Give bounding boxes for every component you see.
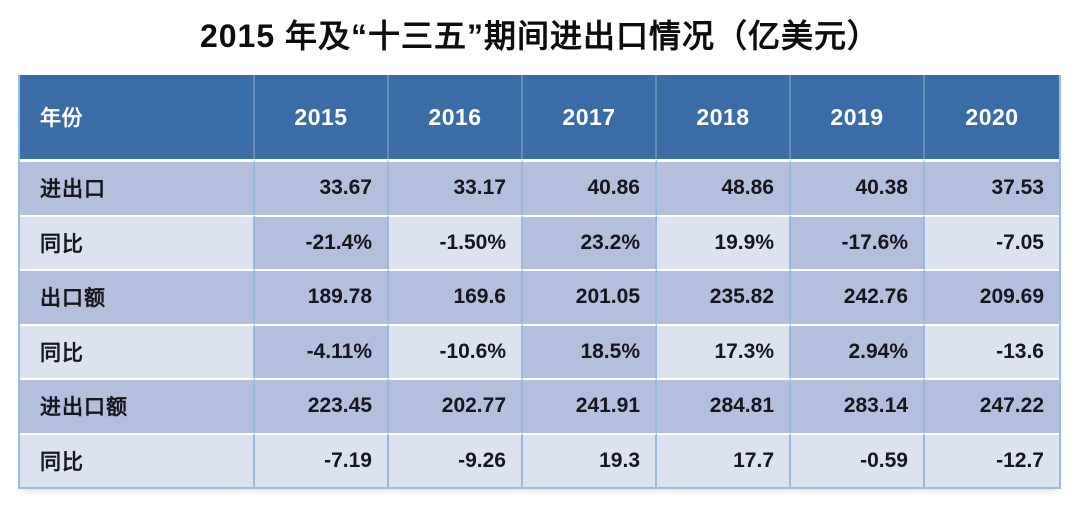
value-cell: -10.6% bbox=[389, 323, 523, 378]
value-cell: 19.9% bbox=[657, 214, 791, 269]
value-cell: 169.6 bbox=[389, 269, 523, 324]
table-body: 进出口 33.67 33.17 40.86 48.86 40.38 37.53 同比 -21.4… bbox=[20, 159, 1059, 487]
value-cell: 283.14 bbox=[791, 378, 925, 433]
header-cell-2018: 2018 bbox=[657, 75, 791, 159]
value-cell: 48.86 bbox=[657, 160, 791, 215]
value-cell: 189.78 bbox=[255, 269, 389, 324]
value-cell: 37.53 bbox=[925, 160, 1059, 215]
row-label-cell: 进出口额 bbox=[20, 378, 255, 433]
value-cell: 241.91 bbox=[523, 378, 657, 433]
value-cell: 40.38 bbox=[791, 160, 925, 215]
value-cell: -17.6% bbox=[791, 214, 925, 269]
value-cell: -7.19 bbox=[255, 432, 389, 487]
row-label-cell: 同比 bbox=[20, 323, 255, 378]
value-cell: 201.05 bbox=[523, 269, 657, 324]
value-cell: 23.2% bbox=[523, 214, 657, 269]
value-cell: 202.77 bbox=[389, 378, 523, 433]
header-cell-2017: 2017 bbox=[523, 75, 657, 159]
table-header-row: 年份 2015 2016 2017 2018 2019 2020 bbox=[20, 75, 1059, 159]
header-cell-2015: 2015 bbox=[255, 75, 389, 159]
value-cell: 235.82 bbox=[657, 269, 791, 324]
value-cell: -12.7 bbox=[925, 432, 1059, 487]
value-cell: 18.5% bbox=[523, 323, 657, 378]
value-cell: 33.17 bbox=[389, 160, 523, 215]
value-cell: 284.81 bbox=[657, 378, 791, 433]
value-cell: -0.59 bbox=[791, 432, 925, 487]
row-label-cell: 进出口 bbox=[20, 160, 255, 215]
value-cell: -4.11% bbox=[255, 323, 389, 378]
value-cell: 242.76 bbox=[791, 269, 925, 324]
row-label-cell: 同比 bbox=[20, 432, 255, 487]
value-cell: 2.94% bbox=[791, 323, 925, 378]
value-cell: -9.26 bbox=[389, 432, 523, 487]
row-label-cell: 同比 bbox=[20, 214, 255, 269]
value-cell: -7.05 bbox=[925, 214, 1059, 269]
value-cell: 33.67 bbox=[255, 160, 389, 215]
value-cell: 247.22 bbox=[925, 378, 1059, 433]
value-cell: 209.69 bbox=[925, 269, 1059, 324]
value-cell: -13.6 bbox=[925, 323, 1059, 378]
value-cell: -21.4% bbox=[255, 214, 389, 269]
value-cell: 40.86 bbox=[523, 160, 657, 215]
header-cell-2020: 2020 bbox=[925, 75, 1059, 159]
row-label-cell: 出口额 bbox=[20, 269, 255, 324]
header-cell-category: 年份 bbox=[20, 75, 255, 159]
page-title: 2015 年及“十三五”期间进出口情况（亿美元） bbox=[199, 18, 881, 54]
value-cell: 17.7 bbox=[657, 432, 791, 487]
value-cell: 223.45 bbox=[255, 378, 389, 433]
value-cell: -1.50% bbox=[389, 214, 523, 269]
header-cell-2019: 2019 bbox=[791, 75, 925, 159]
value-cell: 19.3 bbox=[523, 432, 657, 487]
header-cell-2016: 2016 bbox=[389, 75, 523, 159]
data-table: 年份 2015 2016 2017 2018 2019 2020 进出口 33.6… bbox=[18, 75, 1061, 489]
value-cell: 17.3% bbox=[657, 323, 791, 378]
